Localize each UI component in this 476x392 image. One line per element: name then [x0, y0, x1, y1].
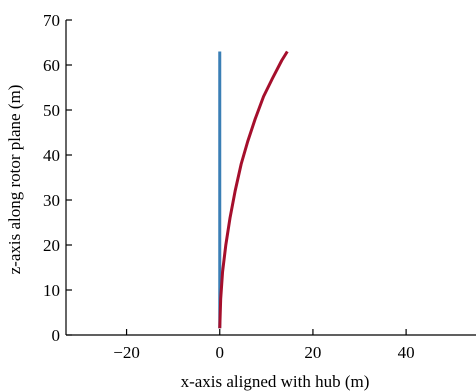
axes-layer	[65, 20, 476, 336]
y-tick-label: 0	[52, 326, 61, 345]
y-tick-label: 20	[43, 236, 60, 255]
y-tick-label: 10	[43, 281, 60, 300]
series-line-2	[218, 50, 289, 329]
y-tick-label: 40	[43, 146, 60, 165]
ticks-layer: 0 10 20 30 40 50 60 70 −20 0 20 40	[43, 11, 415, 362]
y-axis-title: z-axis along rotor plane (m)	[5, 85, 24, 275]
x-axis-title: x-axis aligned with hub (m)	[181, 372, 370, 391]
y-tick-label: 60	[43, 56, 60, 75]
x-tick-label: 0	[216, 343, 225, 362]
y-tick-label: 50	[43, 101, 60, 120]
x-tick-label: −20	[113, 343, 140, 362]
x-tick-label: 20	[304, 343, 321, 362]
y-tick-label: 30	[43, 191, 60, 210]
series-layer	[218, 50, 289, 329]
x-tick-label: 40	[398, 343, 415, 362]
y-tick-label: 70	[43, 11, 60, 30]
